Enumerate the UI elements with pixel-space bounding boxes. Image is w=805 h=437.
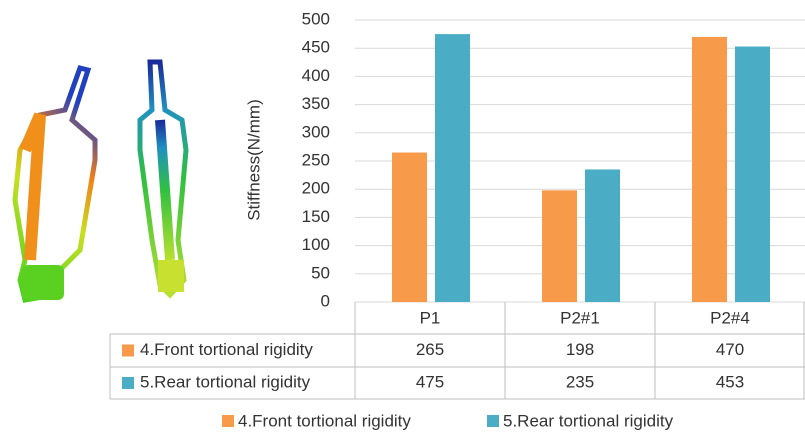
y-tick-label: 100 xyxy=(302,235,330,254)
table-row-label: 5.Rear tortional rigidity xyxy=(140,372,311,391)
table-value: 265 xyxy=(416,340,444,359)
y-axis-label: Stiffness(N/mm) xyxy=(244,99,263,221)
bar xyxy=(542,190,577,302)
x-tick-label: P2#4 xyxy=(710,308,750,327)
y-tick-label: 50 xyxy=(311,263,330,282)
bar xyxy=(392,153,427,302)
chart: Stiffness(N/mm) 0 50 100 150 200 250 300 350 400… xyxy=(0,0,805,432)
y-tick-label: 150 xyxy=(302,207,330,226)
table-value: 470 xyxy=(716,340,744,359)
x-tick-label: P2#1 xyxy=(560,308,600,327)
table-value: 235 xyxy=(566,372,594,391)
table-value: 453 xyxy=(716,372,744,391)
y-tick-label: 200 xyxy=(302,179,330,198)
table-value: 475 xyxy=(416,372,444,391)
y-tick-label: 350 xyxy=(302,94,330,113)
table-value: 198 xyxy=(566,340,594,359)
fea-illustration xyxy=(15,62,186,300)
y-tick-label: 500 xyxy=(302,9,330,28)
bar xyxy=(735,47,770,302)
legend-swatch xyxy=(222,415,234,427)
y-tick-label: 300 xyxy=(302,122,330,141)
legend-label: 4.Front tortional rigidity xyxy=(238,411,411,430)
y-tick-label: 450 xyxy=(302,38,330,57)
y-tick-label: 250 xyxy=(302,150,330,169)
legend-label: 5.Rear tortional rigidity xyxy=(503,411,674,430)
legend-swatch xyxy=(487,415,499,427)
bar xyxy=(585,169,620,302)
y-tick-label: 400 xyxy=(302,66,330,85)
table-legend-swatch xyxy=(122,377,134,389)
table-row-label: 4.Front tortional rigidity xyxy=(140,340,313,359)
bar xyxy=(692,37,727,302)
table-legend-swatch xyxy=(122,345,134,357)
x-tick-label: P1 xyxy=(420,308,441,327)
y-tick-label: 0 xyxy=(321,291,330,310)
bar xyxy=(435,34,470,302)
